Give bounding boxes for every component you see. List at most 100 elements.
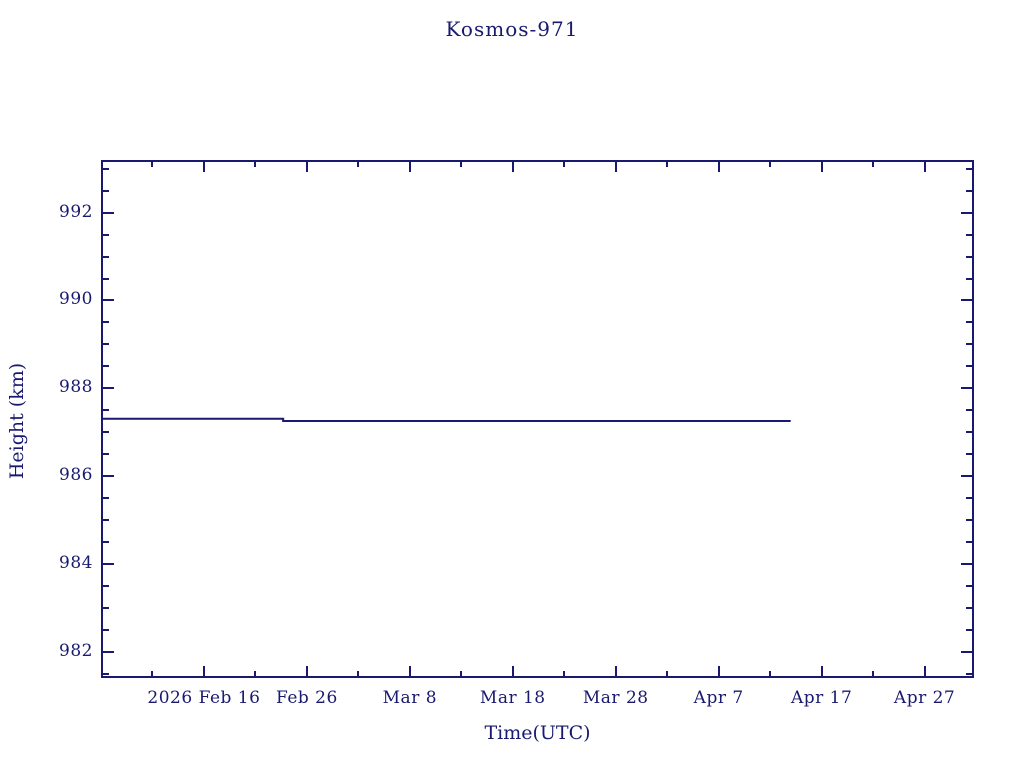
y-tick-minor: [101, 321, 109, 324]
x-tick-major: [717, 666, 720, 678]
x-tick-top-major: [305, 160, 308, 172]
x-tick-major: [305, 666, 308, 678]
x-tick-top-minor: [151, 160, 154, 167]
y-tick-right-major: [961, 562, 974, 565]
x-tick-label: Mar 8: [382, 688, 438, 708]
y-tick-right-minor: [966, 189, 974, 192]
x-tick-top-major: [717, 160, 720, 172]
x-axis-title: Time(UTC): [484, 722, 591, 744]
y-tick-right-minor: [966, 518, 974, 521]
y-tick-major: [101, 299, 114, 302]
y-tick-minor: [101, 233, 109, 236]
y-tick-minor: [101, 518, 109, 521]
x-tick-major: [614, 666, 617, 678]
y-tick-minor: [101, 628, 109, 631]
y-tick-right-minor: [966, 233, 974, 236]
y-tick-minor: [101, 431, 109, 434]
data-series-svg: [103, 417, 791, 422]
y-tick-minor: [101, 453, 109, 456]
x-tick-top-minor: [769, 160, 772, 167]
y-tick-minor: [101, 255, 109, 258]
x-tick-top-minor: [460, 160, 463, 167]
y-tick-label-text: 992: [59, 201, 93, 222]
y-tick-right-minor: [966, 167, 974, 170]
y-tick-minor: [101, 409, 109, 412]
x-tick-label: Apr 7: [693, 688, 744, 708]
y-tick-minor: [101, 606, 109, 609]
y-tick-major: [101, 387, 114, 390]
x-tick-top-major: [923, 160, 926, 172]
x-tick-label: Mar 28: [582, 688, 649, 708]
x-tick-minor: [563, 671, 566, 678]
height-series-line: [103, 417, 791, 422]
y-tick-right-minor: [966, 365, 974, 368]
y-tick-right-minor: [966, 277, 974, 280]
x-tick-top-minor: [872, 160, 875, 167]
x-tick-label: Apr 17: [790, 688, 853, 708]
x-tick-top-minor: [563, 160, 566, 167]
y-tick-right-minor: [966, 431, 974, 434]
y-tick-minor: [101, 540, 109, 543]
x-tick-label: Apr 27: [893, 688, 956, 708]
page-title: Kosmos-971: [445, 17, 579, 41]
y-tick-major: [101, 475, 114, 478]
y-tick-right-major: [961, 211, 974, 214]
y-tick-label-text: 984: [59, 552, 93, 573]
x-tick-minor: [666, 671, 669, 678]
x-tick-label: Feb 26: [275, 688, 338, 708]
x-tick-minor: [357, 671, 360, 678]
y-tick-label-text: 986: [59, 465, 93, 486]
y-tick-right-major: [961, 299, 974, 302]
x-tick-minor: [151, 671, 154, 678]
x-tick-major: [511, 666, 514, 678]
y-tick-label-text: 982: [59, 640, 93, 661]
y-axis-title: Height (km): [6, 362, 28, 480]
y-tick-major: [101, 211, 114, 214]
x-tick-top-minor: [357, 160, 360, 167]
y-tick-minor: [101, 189, 109, 192]
x-tick-minor: [872, 671, 875, 678]
x-tick-top-minor: [254, 160, 257, 167]
y-tick-right-major: [961, 475, 974, 478]
y-tick-minor: [101, 343, 109, 346]
y-tick-minor: [101, 365, 109, 368]
x-tick-top-major: [202, 160, 205, 172]
x-tick-major: [820, 666, 823, 678]
y-tick-label-text: 988: [59, 377, 93, 398]
y-tick-right-minor: [966, 606, 974, 609]
plot-area: [101, 160, 974, 678]
x-tick-major: [408, 666, 411, 678]
y-tick-right-major: [961, 387, 974, 390]
x-tick-top-minor: [666, 160, 669, 167]
y-tick-right-minor: [966, 321, 974, 324]
y-tick-minor: [101, 672, 109, 675]
y-tick-minor: [101, 167, 109, 170]
x-tick-top-major: [408, 160, 411, 172]
x-tick-major: [923, 666, 926, 678]
x-tick-minor: [254, 671, 257, 678]
x-tick-top-major: [511, 160, 514, 172]
y-tick-right-minor: [966, 453, 974, 456]
y-tick-right-minor: [966, 255, 974, 258]
y-tick-right-major: [961, 650, 974, 653]
y-tick-right-minor: [966, 497, 974, 500]
y-tick-right-minor: [966, 672, 974, 675]
y-tick-minor: [101, 497, 109, 500]
x-tick-top-major: [820, 160, 823, 172]
y-tick-minor: [101, 584, 109, 587]
y-tick-right-minor: [966, 409, 974, 412]
y-tick-right-minor: [966, 343, 974, 346]
y-tick-major: [101, 650, 114, 653]
y-tick-right-minor: [966, 584, 974, 587]
x-tick-minor: [769, 671, 772, 678]
y-tick-major: [101, 562, 114, 565]
x-tick-major: [202, 666, 205, 678]
x-tick-minor: [460, 671, 463, 678]
y-tick-minor: [101, 277, 109, 280]
y-tick-right-minor: [966, 540, 974, 543]
y-tick-label-text: 990: [59, 289, 93, 310]
x-tick-label: 2026 Feb 16: [147, 688, 261, 708]
y-tick-right-minor: [966, 628, 974, 631]
x-tick-top-major: [614, 160, 617, 172]
